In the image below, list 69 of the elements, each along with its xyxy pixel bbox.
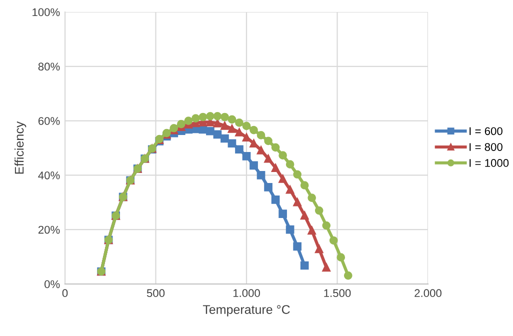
- point: [220, 134, 229, 143]
- point: [235, 128, 244, 136]
- point: [264, 183, 272, 192]
- point: [242, 122, 251, 130]
- point: [235, 118, 244, 127]
- point: [300, 261, 309, 270]
- point: [293, 170, 302, 179]
- x-axis-title: Temperature °C: [202, 305, 290, 316]
- point: [286, 160, 294, 168]
- point: [329, 236, 338, 245]
- y-tick-label: 0%: [44, 280, 60, 288]
- x-tick-label: 2.000: [414, 289, 442, 298]
- y-tick-label: 20%: [38, 226, 60, 234]
- point: [256, 146, 266, 154]
- point: [286, 225, 294, 234]
- point: [206, 126, 214, 136]
- point: [286, 185, 294, 194]
- x-tick-label: 0: [62, 289, 68, 298]
- point: [250, 139, 258, 148]
- point: [250, 126, 258, 134]
- point: [278, 151, 287, 160]
- y-tick-label: 100%: [32, 8, 60, 16]
- point: [192, 114, 200, 123]
- point: [344, 271, 352, 280]
- point: [264, 154, 272, 163]
- legend-label: I = 600: [470, 127, 502, 136]
- point: [271, 196, 280, 204]
- point: [271, 143, 280, 152]
- point: [220, 122, 229, 130]
- point: [184, 116, 193, 125]
- point: [300, 211, 309, 220]
- point: [293, 198, 302, 206]
- x-tick-label: 500: [146, 289, 165, 298]
- point: [220, 112, 229, 122]
- point: [235, 145, 244, 154]
- point: [314, 244, 324, 254]
- point: [213, 112, 222, 120]
- point: [336, 253, 346, 262]
- point: [271, 164, 280, 172]
- point: [228, 139, 236, 148]
- y-tick-label: 60%: [38, 117, 60, 125]
- point: [228, 115, 236, 124]
- point: [322, 263, 331, 272]
- legend-label: I = 800: [470, 143, 502, 151]
- point: [256, 171, 266, 180]
- point: [213, 130, 222, 139]
- x-tick-label: 1.000: [233, 289, 260, 298]
- point: [213, 119, 222, 128]
- point: [278, 174, 287, 183]
- point: [278, 210, 287, 218]
- y-tick-label: 80%: [38, 62, 60, 71]
- point: [308, 226, 316, 235]
- point: [264, 136, 272, 146]
- y-axis-title: Efficiency: [14, 121, 26, 174]
- point: [256, 131, 266, 140]
- point: [314, 206, 324, 215]
- point: [300, 181, 309, 190]
- point: [228, 124, 236, 133]
- y-tick-label: 40%: [38, 171, 60, 180]
- point: [176, 120, 186, 128]
- x-tick-label: 1.500: [324, 289, 351, 298]
- legend-label: I = 1000: [470, 159, 509, 167]
- point: [308, 194, 316, 202]
- point: [198, 112, 208, 122]
- point: [250, 161, 258, 170]
- point: [322, 221, 331, 230]
- point: [206, 112, 214, 120]
- point: [242, 152, 251, 160]
- point: [293, 242, 302, 251]
